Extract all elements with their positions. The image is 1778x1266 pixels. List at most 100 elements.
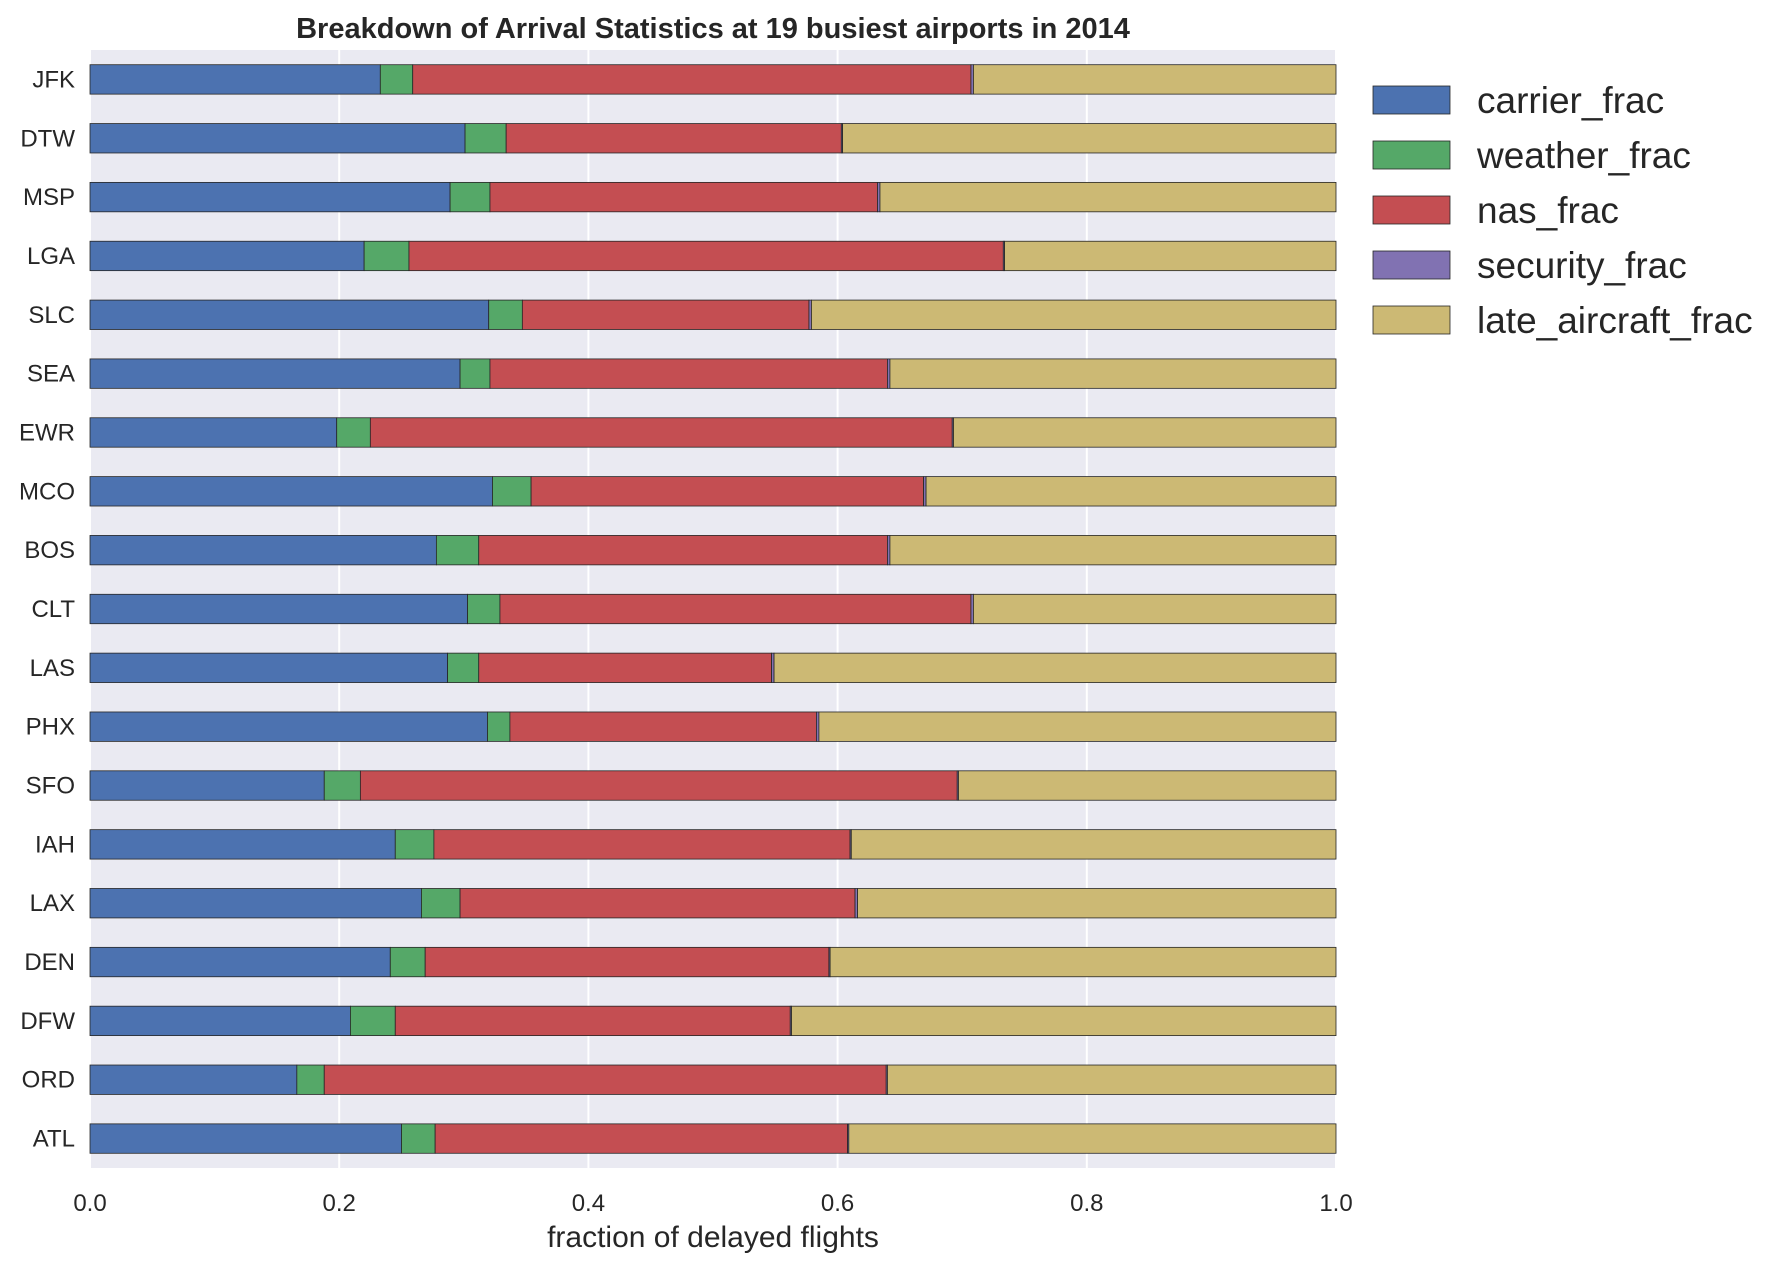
y-tick-labels: ATL ORD DFW DEN LAX IAH SFO PHX LAS CLT BOS MCO EWR S… bbox=[19, 66, 75, 1152]
bar-late_aircraft_frac-slc bbox=[811, 299, 1337, 330]
legend-swatch-security_frac bbox=[1372, 250, 1451, 280]
bar-weather_frac-ord bbox=[296, 1064, 325, 1095]
bar-nas_frac-msp bbox=[489, 181, 878, 213]
bar-weather_frac-jfk bbox=[379, 64, 414, 95]
bar-nas_frac-slc bbox=[521, 299, 810, 330]
y-tick-label: DEN bbox=[24, 949, 75, 976]
y-tick-label: DTW bbox=[20, 125, 75, 152]
bar-weather_frac-phx bbox=[487, 711, 511, 742]
y-tick-label: LGA bbox=[27, 243, 75, 270]
x-tick-label: 1.0 bbox=[1319, 1190, 1352, 1217]
y-tick-label: PHX bbox=[26, 714, 75, 741]
bar-late_aircraft_frac-den bbox=[829, 946, 1337, 978]
bar-carrier_frac-lga bbox=[89, 240, 365, 272]
bar-carrier_frac-lax bbox=[89, 888, 422, 919]
y-tick-label: SFO bbox=[26, 773, 75, 800]
x-tick-label: 0.4 bbox=[572, 1190, 605, 1217]
bar-late_aircraft_frac-bos bbox=[889, 535, 1337, 566]
bar-weather_frac-clt bbox=[467, 593, 501, 625]
bar-nas_frac-phx bbox=[509, 711, 817, 742]
x-tick-label: 0.2 bbox=[323, 1190, 356, 1217]
bar-nas_frac-jfk bbox=[412, 64, 972, 95]
bar-carrier_frac-dfw bbox=[89, 1005, 351, 1037]
bar-nas_frac-den bbox=[424, 946, 830, 978]
bar-weather_frac-dfw bbox=[350, 1005, 396, 1037]
bar-nas_frac-las bbox=[478, 652, 772, 683]
bar-carrier_frac-slc bbox=[89, 299, 490, 330]
bar-carrier_frac-iah bbox=[89, 829, 396, 860]
bar-late_aircraft_frac-sfo bbox=[958, 770, 1337, 801]
bar-late_aircraft_frac-clt bbox=[973, 593, 1337, 625]
bar-late_aircraft_frac-iah bbox=[850, 829, 1337, 860]
y-tick-label: JFK bbox=[32, 66, 75, 93]
bar-carrier_frac-clt bbox=[89, 593, 468, 625]
x-tick-label: 0.8 bbox=[1070, 1190, 1103, 1217]
bar-late_aircraft_frac-phx bbox=[818, 711, 1337, 742]
bar-late_aircraft_frac-dtw bbox=[842, 123, 1337, 154]
bar-weather_frac-slc bbox=[488, 299, 523, 330]
bar-carrier_frac-msp bbox=[89, 181, 451, 213]
bar-late_aircraft_frac-mco bbox=[925, 476, 1337, 507]
legend-label-carrier_frac: carrier_frac bbox=[1477, 80, 1664, 121]
bar-late_aircraft_frac-sea bbox=[889, 358, 1337, 389]
y-tick-label: LAS bbox=[30, 655, 75, 682]
bar-nas_frac-sea bbox=[489, 358, 888, 389]
y-tick-label: CLT bbox=[31, 596, 75, 623]
bar-carrier_frac-sea bbox=[89, 358, 461, 389]
bar-nas_frac-atl bbox=[434, 1123, 848, 1154]
bar-carrier_frac-las bbox=[89, 652, 449, 683]
bar-late_aircraft_frac-lga bbox=[1004, 240, 1337, 272]
bar-weather_frac-las bbox=[447, 652, 480, 683]
bar-weather_frac-den bbox=[389, 946, 426, 978]
bar-late_aircraft_frac-lax bbox=[857, 888, 1337, 919]
x-tick-label: 0.0 bbox=[73, 1190, 106, 1217]
bar-carrier_frac-den bbox=[89, 946, 391, 978]
bar-weather_frac-dtw bbox=[464, 123, 507, 154]
chart-title: Breakdown of Arrival Statistics at 19 bu… bbox=[296, 13, 1130, 45]
legend-label-security_frac: security_frac bbox=[1477, 245, 1687, 286]
legend-swatch-late_aircraft_frac bbox=[1372, 305, 1451, 335]
bar-carrier_frac-ord bbox=[89, 1064, 298, 1095]
y-tick-label: ATL bbox=[33, 1126, 75, 1153]
bar-weather_frac-bos bbox=[435, 535, 480, 566]
bar-late_aircraft_frac-las bbox=[773, 652, 1337, 683]
y-tick-label: MCO bbox=[19, 478, 75, 505]
y-tick-label: EWR bbox=[19, 419, 75, 446]
x-tick-labels: 0.0 0.2 0.4 0.6 0.8 1.0 bbox=[73, 1190, 1352, 1217]
bar-late_aircraft_frac-atl bbox=[848, 1123, 1337, 1154]
bar-nas_frac-sfo bbox=[359, 770, 958, 801]
bar-nas_frac-lax bbox=[459, 888, 856, 919]
bar-carrier_frac-phx bbox=[89, 711, 488, 742]
legend-swatch-nas_frac bbox=[1372, 195, 1451, 225]
y-tick-label: IAH bbox=[35, 831, 75, 858]
bar-late_aircraft_frac-ewr bbox=[953, 417, 1337, 448]
bar-late_aircraft_frac-dfw bbox=[791, 1005, 1337, 1037]
legend: carrier_frac weather_frac nas_frac security… bbox=[1372, 80, 1753, 341]
y-tick-label: BOS bbox=[24, 537, 75, 564]
bar-weather_frac-lga bbox=[363, 240, 410, 272]
y-tick-label: SEA bbox=[27, 361, 75, 388]
bar-carrier_frac-bos bbox=[89, 535, 437, 566]
bar-weather_frac-lax bbox=[421, 888, 461, 919]
bar-late_aircraft_frac-ord bbox=[887, 1064, 1337, 1095]
bar-nas_frac-clt bbox=[499, 593, 972, 625]
bar-carrier_frac-sfo bbox=[89, 770, 325, 801]
legend-swatch-carrier_frac bbox=[1372, 85, 1451, 115]
y-tick-label: MSP bbox=[23, 184, 75, 211]
bar-carrier_frac-atl bbox=[89, 1123, 402, 1154]
legend-label-weather_frac: weather_frac bbox=[1476, 135, 1691, 176]
bar-nas_frac-iah bbox=[433, 829, 851, 860]
legend-label-late_aircraft_frac: late_aircraft_frac bbox=[1477, 300, 1753, 341]
bar-late_aircraft_frac-jfk bbox=[973, 64, 1337, 95]
bar-weather_frac-sea bbox=[459, 358, 491, 389]
bar-weather_frac-msp bbox=[449, 181, 491, 213]
y-tick-label: DFW bbox=[20, 1008, 75, 1035]
bar-carrier_frac-jfk bbox=[89, 64, 381, 95]
bar-weather_frac-ewr bbox=[336, 417, 371, 448]
bar-nas_frac-dtw bbox=[505, 123, 842, 154]
y-tick-label: LAX bbox=[30, 890, 75, 917]
legend-label-nas_frac: nas_frac bbox=[1477, 190, 1619, 231]
bar-carrier_frac-ewr bbox=[89, 417, 338, 448]
bar-nas_frac-dfw bbox=[394, 1005, 791, 1037]
